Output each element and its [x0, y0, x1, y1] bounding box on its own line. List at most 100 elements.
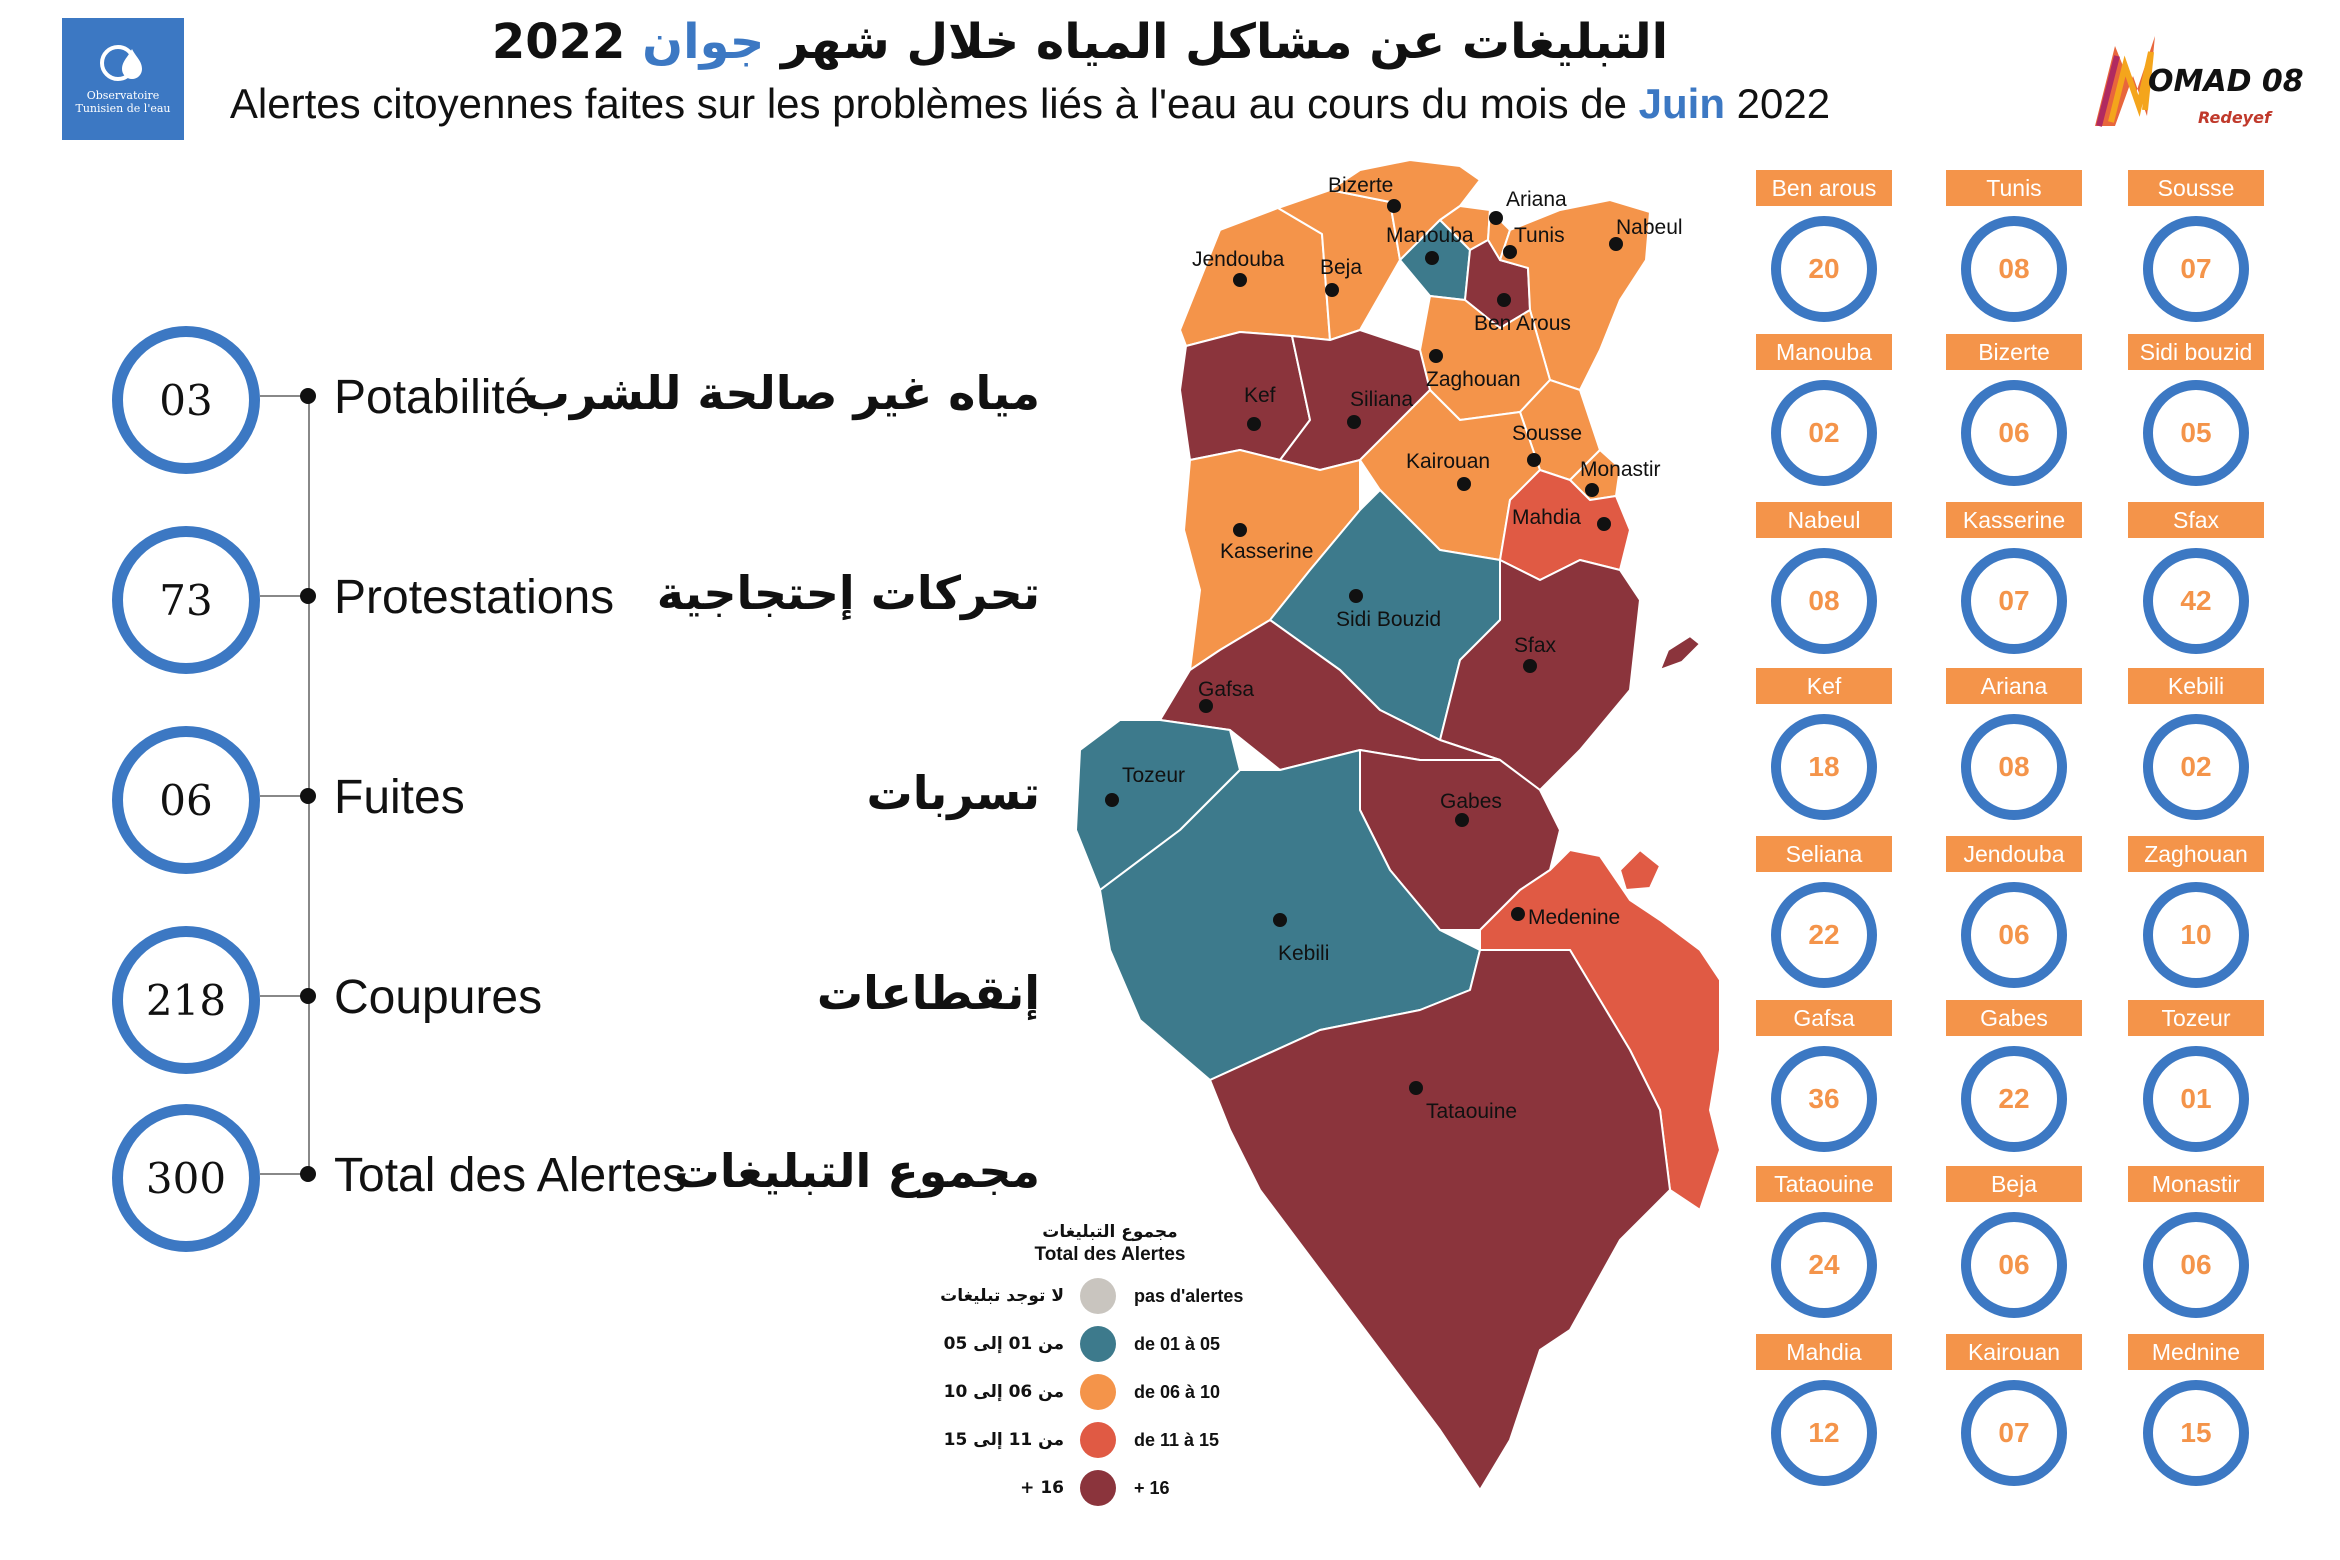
- connector: [260, 395, 310, 397]
- legend-label-fr: de 11 à 15: [1134, 1430, 1220, 1450]
- gov-name: Nabeul: [1756, 502, 1892, 538]
- nomad-logo-icon: [2095, 36, 2155, 127]
- gov-name: Kebili: [2128, 668, 2264, 704]
- connector: [260, 1173, 310, 1175]
- gov-name: Mahdia: [1756, 1334, 1892, 1370]
- legend-title-ar: مجموع التبليغات: [1042, 1222, 1178, 1242]
- map-label-mahdia: Mahdia: [1512, 506, 1581, 529]
- gov-card: Tataouine 24: [1756, 1166, 1892, 1318]
- stat-label-ar: تحركات إحتجاجية: [656, 566, 1040, 620]
- gov-value: 36: [1771, 1046, 1877, 1152]
- gov-card: Sidi bouzid 05: [2128, 334, 2264, 486]
- gov-card: Kasserine 07: [1946, 502, 2082, 654]
- map-label-kasserine: Kasserine: [1220, 540, 1313, 563]
- gov-card: Ben arous 20: [1756, 170, 1892, 322]
- title-fr-text: Alertes citoyennes faites sur les problè…: [229, 80, 1627, 127]
- gov-name: Kef: [1756, 668, 1892, 704]
- gov-value: 07: [1961, 548, 2067, 654]
- legend-label-fr: de 06 à 10: [1134, 1382, 1221, 1402]
- title-ar-month: جوان: [642, 14, 765, 70]
- map-label-ben-arous: Ben Arous: [1474, 312, 1571, 335]
- legend-label-fr: de 01 à 05: [1134, 1334, 1221, 1354]
- legend-row-none: لا توجد تبليغات pas d'alertes: [920, 1278, 1320, 1318]
- gov-card: Manouba 02: [1756, 334, 1892, 486]
- gov-card: Jendouba 06: [1946, 836, 2082, 988]
- title-fr-month: Juin: [1638, 80, 1725, 127]
- gov-card: Bizerte 06: [1946, 334, 2082, 486]
- gov-name: Tunis: [1946, 170, 2082, 206]
- map-label-kef: Kef: [1244, 384, 1276, 407]
- stat-value-ring: 03: [112, 326, 260, 474]
- gov-name: Kasserine: [1946, 502, 2082, 538]
- legend-swatch: [1080, 1422, 1116, 1458]
- region-jendouba: [1179, 207, 1331, 347]
- gov-value: 02: [2143, 714, 2249, 820]
- gov-card: Tunis 08: [1946, 170, 2082, 322]
- gov-card: Kairouan 07: [1946, 1334, 2082, 1486]
- gov-card: Seliana 22: [1756, 836, 1892, 988]
- map-label-kairouan: Kairouan: [1406, 450, 1490, 473]
- map-label-ariana: Ariana: [1506, 188, 1567, 211]
- gov-card: Kef 18: [1756, 668, 1892, 820]
- stat-label-ar: إنقطاعات: [816, 966, 1040, 1020]
- gov-card: Mahdia 12: [1756, 1334, 1892, 1486]
- legend-label-ar: من 11 إلى 15: [943, 1430, 1064, 1450]
- gov-card: Gabes 22: [1946, 1000, 2082, 1152]
- region-bizerte: [1329, 159, 1481, 261]
- title-ar-year: 2022: [491, 14, 626, 70]
- gov-card: Monastir 06: [2128, 1166, 2264, 1318]
- stat-leaks: 06 Fuites تسربات: [0, 722, 1060, 874]
- stat-protests: 73 Protestations تحركات إحتجاجية: [0, 522, 1060, 674]
- gov-name: Gafsa: [1756, 1000, 1892, 1036]
- gov-name: Kairouan: [1946, 1334, 2082, 1370]
- legend-label-fr: pas d'alertes: [1134, 1286, 1244, 1306]
- gov-card: Ariana 08: [1946, 668, 2082, 820]
- legend-swatch: [1080, 1278, 1116, 1314]
- gov-value: 22: [1771, 882, 1877, 988]
- gov-card: Beja 06: [1946, 1166, 2082, 1318]
- map-label-kebili: Kebili: [1278, 942, 1329, 965]
- gov-value: 10: [2143, 882, 2249, 988]
- gov-name: Ariana: [1946, 668, 2082, 704]
- gov-name: Manouba: [1756, 334, 1892, 370]
- gov-value: 07: [1961, 1380, 2067, 1486]
- stat-value-ring: 06: [112, 726, 260, 874]
- gov-name: Tozeur: [2128, 1000, 2264, 1036]
- legend-title-fr: Total des Alertes: [1034, 1244, 1186, 1265]
- connector: [260, 995, 310, 997]
- legend-swatch: [1080, 1374, 1116, 1410]
- gov-value: 24: [1771, 1212, 1877, 1318]
- gov-value: 02: [1771, 380, 1877, 486]
- gov-value: 08: [1961, 714, 2067, 820]
- stat-label-fr: Fuites: [334, 771, 465, 824]
- stat-label-fr: Coupures: [334, 971, 543, 1024]
- gov-card: Mednine 15: [2128, 1334, 2264, 1486]
- map-legend: مجموع التبليغات Total des Alertes لا توج…: [920, 1222, 1320, 1522]
- gov-name: Seliana: [1756, 836, 1892, 872]
- gov-card: Zaghouan 10: [2128, 836, 2264, 988]
- gov-value: 07: [2143, 216, 2249, 322]
- legend-row-16-plus: 16 + + 16: [920, 1470, 1320, 1510]
- gov-name: Mednine: [2128, 1334, 2264, 1370]
- gov-name: Zaghouan: [2128, 836, 2264, 872]
- region-djerba: [1619, 849, 1661, 891]
- tunisia-map: Bizerte Ariana Nabeul Manouba Tunis Jend…: [1075, 159, 1721, 1491]
- legend-row-11-15: من 11 إلى 15 de 11 à 15: [920, 1422, 1320, 1462]
- observatoire-logo-text: Observatoire Tunisien de l'eau: [75, 89, 171, 115]
- region-tataouine: [1209, 949, 1671, 1491]
- stat-label-fr: Protestations: [334, 571, 615, 624]
- gov-card: Tozeur 01: [2128, 1000, 2264, 1152]
- gov-value: 08: [1961, 216, 2067, 322]
- map-label-zaghouan: Zaghouan: [1426, 368, 1521, 391]
- gov-card: Gafsa 36: [1756, 1000, 1892, 1152]
- stat-label-fr: Potabilité: [334, 371, 532, 424]
- map-label-nabeul: Nabeul: [1616, 216, 1683, 239]
- gov-name: Sfax: [2128, 502, 2264, 538]
- stat-label-ar: تسربات: [866, 766, 1040, 820]
- stat-value-ring: 218: [112, 926, 260, 1074]
- region-sfax: [1439, 559, 1641, 791]
- stat-value-ring: 73: [112, 526, 260, 674]
- map-label-gabes: Gabes: [1440, 790, 1502, 813]
- connector-dot: [300, 1166, 316, 1182]
- map-label-sidi-bouzid: Sidi Bouzid: [1336, 608, 1441, 631]
